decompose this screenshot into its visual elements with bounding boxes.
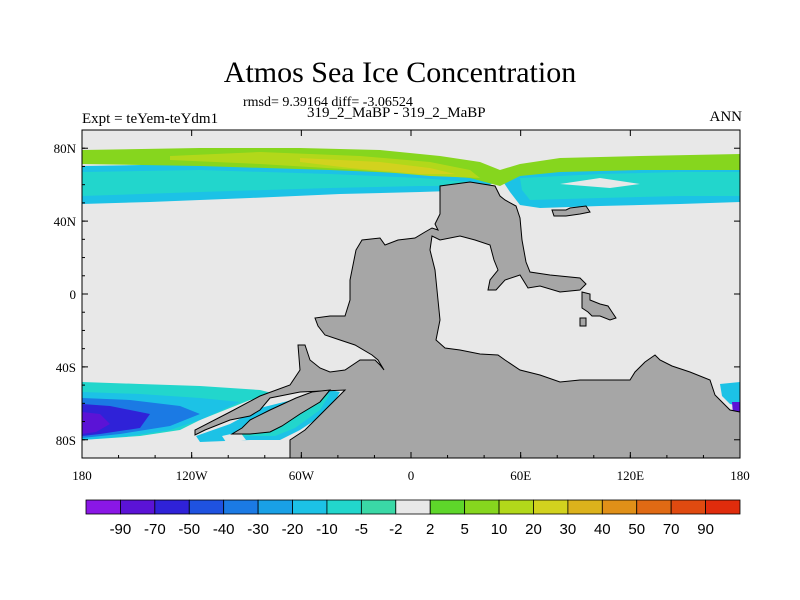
y-tick-label: 40N	[54, 214, 77, 229]
colorbar-swatch	[257, 499, 293, 515]
colorbar-label: 2	[426, 521, 434, 538]
x-tick-label: 60E	[510, 468, 531, 483]
colorbar-label: -40	[213, 521, 235, 538]
colorbar-swatch	[670, 499, 706, 515]
colorbar-swatch	[188, 499, 225, 515]
colorbar-swatch	[429, 499, 466, 515]
y-axis: 80N 40N 0 40S 80S	[54, 129, 740, 459]
colorbar-label: 20	[525, 521, 542, 538]
land-mass-north-strip	[551, 205, 591, 217]
land-mass-antarctic-peninsula-inner	[230, 389, 332, 435]
colorbar-swatch	[120, 499, 156, 515]
season-label: ANN	[709, 109, 743, 125]
land-mass-small-island	[579, 317, 587, 327]
x-tick-label: 180	[72, 468, 92, 483]
colorbar-label: 40	[594, 521, 611, 538]
colorbar-label: -50	[178, 521, 200, 538]
southern-ocean-violet	[82, 412, 110, 434]
land-mass-arabia-patch	[581, 291, 617, 321]
x-tick-label: 180	[730, 468, 750, 483]
arctic-lightblue-band-east	[520, 172, 740, 200]
y-tick-label: 80N	[54, 141, 77, 156]
x-tick-label: 60W	[289, 468, 315, 483]
experiment-label: Expt = teYem-teYdm1	[82, 111, 219, 127]
east-antarctic-blue	[720, 382, 740, 406]
y-tick-label: 0	[70, 287, 77, 302]
colorbar-swatch	[154, 499, 190, 515]
colorbar-swatch	[360, 499, 397, 515]
colorbar-swatch	[395, 499, 431, 515]
colorbar-swatch	[567, 499, 603, 515]
colorbar-swatch	[223, 499, 259, 515]
x-tick-label: 0	[408, 468, 415, 483]
land-mass-main	[194, 181, 741, 459]
colorbar-label: -5	[355, 521, 368, 538]
colorbar-label: 90	[697, 521, 714, 538]
arctic-white-gap	[82, 138, 740, 160]
colorbar-label: 50	[628, 521, 645, 538]
y-tick-label: 80S	[56, 433, 76, 448]
colorbar-label: 30	[560, 521, 577, 538]
arctic-notch	[560, 178, 640, 188]
colorbar-label: -2	[389, 521, 402, 538]
colorbar-swatch	[636, 499, 672, 515]
x-tick-label: 120E	[617, 468, 645, 483]
colorbar-label: -10	[316, 521, 338, 538]
y-tick-label: 40S	[56, 360, 76, 375]
colorbar-label: -30	[247, 521, 269, 538]
colorbar-swatch	[533, 499, 569, 515]
colorbar-swatch	[464, 499, 500, 515]
colorbar-swatch	[85, 499, 121, 515]
colorbar-swatch	[292, 499, 328, 515]
colorbar-label: 10	[491, 521, 508, 538]
case-label: 319_2_MaBP - 319_2_MaBP	[307, 105, 486, 121]
colorbar-label: -20	[282, 521, 304, 538]
x-tick-label: 120W	[176, 468, 209, 483]
chart-title: Atmos Sea Ice Concentration	[223, 56, 577, 89]
colorbar-swatch	[705, 499, 741, 515]
stats-label: rmsd= 9.39164 diff= -3.06524	[243, 95, 413, 110]
colorbar-label: -90	[110, 521, 132, 538]
colorbar-swatch	[326, 499, 362, 515]
colorbar-label: 5	[460, 521, 468, 538]
colorbar-swatch	[498, 499, 534, 515]
colorbar-swatch	[601, 499, 638, 515]
colorbar-label: -70	[144, 521, 166, 538]
colorbar-label: 70	[663, 521, 680, 538]
x-axis: 180 120W 60W 0 60E 120E 180	[72, 130, 750, 483]
colorbar: -90 -70 -50 -40 -30 -20 -10 -5 -2 2 5 10 20 30 40 50 70 9…	[85, 499, 741, 538]
arctic-dark-yellow-core	[300, 158, 455, 174]
arctic-lightblue-band-west	[82, 170, 470, 196]
